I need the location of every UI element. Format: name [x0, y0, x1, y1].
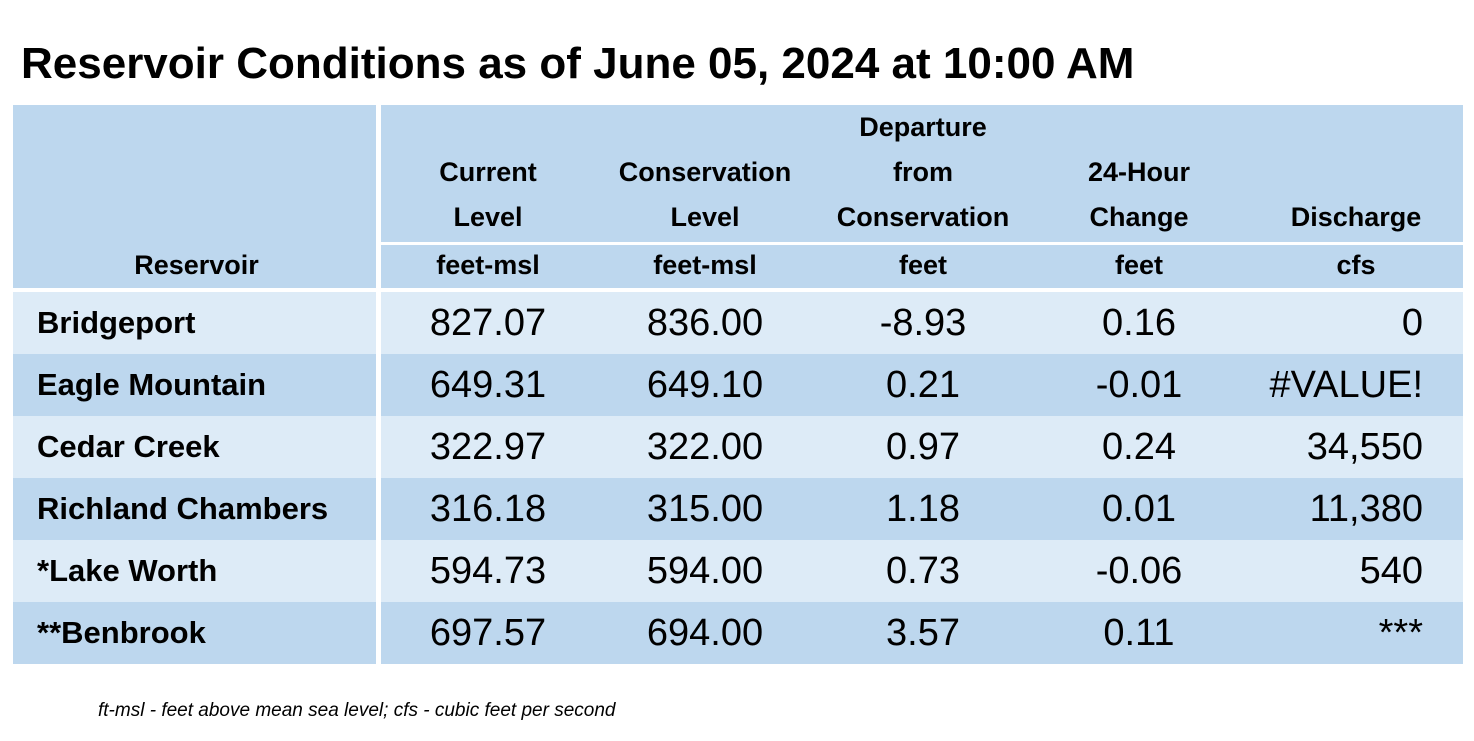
column-unit-departure: feet — [898, 250, 947, 280]
table-row: **Benbrook 697.57 694.00 3.57 0.11 *** — [13, 602, 1463, 664]
discharge-value: 540 — [1359, 550, 1423, 592]
conservation-level-value: 594.00 — [646, 550, 764, 592]
header-body-divider — [13, 288, 1463, 292]
column-header-departure: Departure from Conservation — [814, 105, 1032, 240]
header-unit-divider — [380, 242, 1463, 245]
column-header-discharge: Discharge — [1246, 195, 1466, 240]
column-header-label-line: Current — [439, 157, 537, 187]
departure-value: -8.93 — [879, 302, 967, 344]
discharge-value: #VALUE! — [1269, 364, 1423, 406]
column-unit-discharge: cfs — [1336, 250, 1376, 280]
column-header-label-line: Conservation — [836, 202, 1010, 232]
current-level-value: 649.31 — [429, 364, 547, 406]
current-level-value: 697.57 — [429, 612, 547, 654]
change-24h-value: 0.24 — [1102, 426, 1176, 468]
discharge-value: 11,380 — [1309, 488, 1423, 530]
column-header-reservoir: Reservoir — [13, 243, 380, 288]
conservation-level-value: 315.00 — [646, 488, 764, 530]
column-unit-current-level: feet-msl — [436, 250, 540, 280]
change-24h-value: 0.16 — [1102, 302, 1176, 344]
column-header-conservation-level: Conservation Level — [596, 150, 814, 240]
conservation-level-value: 694.00 — [646, 612, 764, 654]
discharge-value: 34,550 — [1306, 426, 1423, 468]
column-header-label-line: Conservation — [618, 157, 792, 187]
change-24h-value: 0.01 — [1102, 488, 1176, 530]
column-header-label-line: from — [893, 157, 953, 187]
current-level-value: 322.97 — [429, 426, 547, 468]
column-header-label-line: Departure — [859, 112, 987, 142]
first-column-divider — [376, 105, 381, 665]
conservation-level-value: 649.10 — [646, 364, 764, 406]
column-header-label-line: Level — [453, 202, 523, 232]
reservoir-name: **Benbrook — [37, 615, 206, 650]
reservoir-table: Reservoir Current Level feet-msl Conserv… — [13, 105, 1463, 665]
departure-value: 0.73 — [886, 550, 960, 592]
table-row: Bridgeport 827.07 836.00 -8.93 0.16 0 — [13, 292, 1463, 354]
reservoir-name: Cedar Creek — [37, 429, 220, 464]
change-24h-value: 0.11 — [1103, 612, 1175, 654]
conservation-level-value: 836.00 — [646, 302, 764, 344]
departure-value: 0.21 — [886, 364, 960, 406]
reservoir-name: Bridgeport — [37, 305, 196, 340]
table-row: *Lake Worth 594.73 594.00 0.73 -0.06 540 — [13, 540, 1463, 602]
change-24h-value: -0.01 — [1095, 364, 1183, 406]
column-header-label-line: Change — [1089, 202, 1189, 232]
column-header-label: Reservoir — [134, 250, 259, 280]
departure-value: 1.18 — [886, 488, 960, 530]
column-header-label-line: Level — [670, 202, 740, 232]
column-header-label-line: 24-Hour — [1087, 157, 1190, 187]
conservation-level-value: 322.00 — [646, 426, 764, 468]
column-unit-24-hour-change: feet — [1114, 250, 1163, 280]
page-title: Reservoir Conditions as of June 05, 2024… — [21, 39, 1135, 88]
departure-value: 0.97 — [886, 426, 960, 468]
column-unit-conservation-level: feet-msl — [653, 250, 757, 280]
current-level-value: 594.73 — [429, 550, 547, 592]
table-row: Cedar Creek 322.97 322.00 0.97 0.24 34,5… — [13, 416, 1463, 478]
table-row: Eagle Mountain 649.31 649.10 0.21 -0.01 … — [13, 354, 1463, 416]
footnote: ft-msl - feet above mean sea level; cfs … — [98, 700, 616, 721]
change-24h-value: -0.06 — [1095, 550, 1183, 592]
reservoir-name: *Lake Worth — [37, 553, 218, 588]
discharge-value: *** — [1378, 612, 1423, 654]
current-level-value: 827.07 — [429, 302, 547, 344]
reservoir-name: Richland Chambers — [37, 491, 329, 526]
column-header-24-hour-change: 24-Hour Change — [1032, 150, 1246, 240]
discharge-value: 0 — [1401, 302, 1423, 344]
table-header — [13, 105, 1463, 289]
column-header-current-level: Current Level — [380, 150, 596, 240]
table-row: Richland Chambers 316.18 315.00 1.18 0.0… — [13, 478, 1463, 540]
current-level-value: 316.18 — [429, 488, 547, 530]
reservoir-name: Eagle Mountain — [37, 367, 267, 402]
column-header-label-line: Discharge — [1290, 202, 1422, 232]
departure-value: 3.57 — [886, 612, 960, 654]
